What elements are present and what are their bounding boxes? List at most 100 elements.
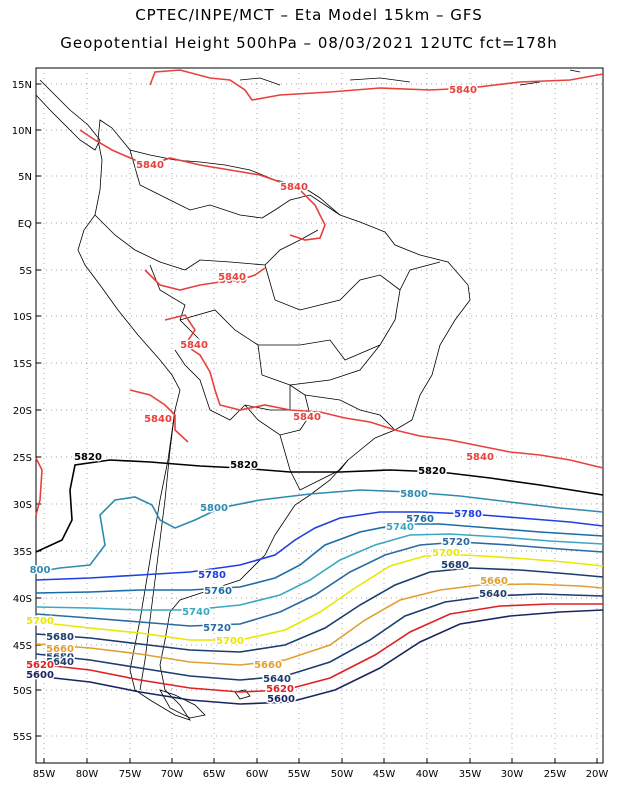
contour-label-5840: 5840 [466,452,494,463]
contour-5820 [35,459,604,553]
border-argentina-uruguay [279,434,349,491]
lat-label: 55S [13,732,32,743]
border-colombia-venezuela [129,149,263,219]
lat-label: 50S [13,686,32,697]
border-bolivia [174,309,291,421]
map-title-line2: Geopotential Height 500hPa – 08/03/2021 … [60,34,558,52]
contour-label-5820: 5820 [230,460,258,471]
lat-label: 5N [18,172,32,183]
contour-label-5640: 5640 [46,657,74,668]
lon-label: 20W [586,769,609,780]
lon-label: 30W [501,769,524,780]
lat-label: 45S [13,641,32,652]
border-chile-argentina [139,409,176,691]
map-ticks [36,83,598,763]
contour-label-5820: 5820 [418,466,446,477]
lon-label: 40W [416,769,439,780]
contour-label-5680: 5680 [46,652,74,663]
contour-label-5800: 5800 [400,489,428,500]
contour-5840-west [35,457,43,516]
contour-5780 [35,511,604,581]
contour-label-5820: 5820 [74,452,102,463]
country-borders [35,69,581,721]
contour-label-5620: 5620 [266,684,294,695]
contour-5840-amazon [144,267,266,291]
contour-label-5840: 5840 [180,340,208,351]
contour-label-5600: 5600 [267,694,295,705]
border-peru-brazil [149,264,201,341]
lon-label: 35W [459,769,482,780]
contour-label-5700: 5700 [26,616,54,627]
lat-label: 10S [13,312,32,323]
contour-5840-andes [164,314,604,469]
south-america-coastline [77,119,471,721]
contour-5660 [35,583,604,666]
lon-label: 75W [119,769,142,780]
tierra-del-fuego [159,689,206,719]
contour-label-5680: 5680 [441,560,469,571]
contour-label-5640: 5640 [479,589,507,600]
border-brazil-central-states [258,339,381,361]
lat-label: 35S [13,547,32,558]
lon-label: 50W [331,769,354,780]
contour-5600 [35,609,604,705]
contour-label-5600: 5600 [26,670,54,681]
contour-label-5700: 5700 [216,636,244,647]
lat-label: 15S [13,359,32,370]
lon-label: 80W [76,769,99,780]
border-brazil-north-states [264,264,401,311]
contour-label-5840: 5840 [218,272,246,283]
lon-label: 85W [33,769,56,780]
contour-label-5840: 5840 [449,85,477,96]
map-gridlines [36,68,603,763]
contour-5720 [35,541,604,627]
lon-label: 60W [246,769,269,780]
falkland-islands [234,689,251,700]
contour-label-5780: 5780 [198,570,226,581]
border-peru-north [94,214,186,271]
contour-label-5780: 5780 [454,509,482,520]
border-brazil-west [184,229,319,271]
lat-label: 10N [12,126,32,137]
contour-label-5640: 5640 [263,674,291,685]
contour-label-5840: 5840 [293,412,321,423]
contour-5680 [35,567,604,653]
border-brazil-states [289,261,441,386]
map-title-line1: CPTEC/INPE/MCT – Eta Model 15km – GFS [135,6,483,24]
map-frame [35,67,604,764]
contour-label-5720: 5720 [203,623,231,634]
contour-label-5660: 5660 [254,660,282,671]
lat-label: 20S [13,406,32,417]
central-america [35,79,101,151]
geopotential-contours [35,69,604,705]
contour-label-5840: 5840 [219,275,247,286]
contour-5840-north [149,69,604,101]
contour-label-5660: 5660 [46,644,74,655]
lon-label: 70W [161,769,184,780]
contour-5700 [35,554,604,641]
contour-label-5760: 5760 [204,586,232,597]
border-brazil-south-states [304,394,396,431]
contour-5620 [35,603,603,693]
contour-label-5680: 5680 [46,632,74,643]
contour-5740 [35,533,604,611]
latitude-labels: 15N 10N 5N EQ 5S 10S 15S 20S 25S 30S 35S 40S 45S 50S 5… [12,80,32,743]
contour-5640 [35,593,604,681]
lon-label: 65W [203,769,226,780]
lat-label: 15N [12,80,32,91]
lon-label: 25W [544,769,567,780]
contour-label-5720: 5720 [442,537,470,548]
caribbean-islands [239,69,581,86]
contour-5840-caribbean [79,129,326,241]
contour-label-5840: 5840 [144,414,172,425]
contour-label-800: 800 [30,565,51,576]
border-guianas [261,194,341,219]
contour-label-5760: 5760 [406,514,434,525]
contour-label-5620: 5620 [26,660,54,671]
lat-label: EQ [18,219,32,230]
longitude-labels: 85W 80W 75W 70W 65W 60W 55W 50W 45W 40W 35W 30W 25W 2… [33,769,609,780]
contour-5760 [35,523,604,594]
lon-label: 45W [373,769,396,780]
